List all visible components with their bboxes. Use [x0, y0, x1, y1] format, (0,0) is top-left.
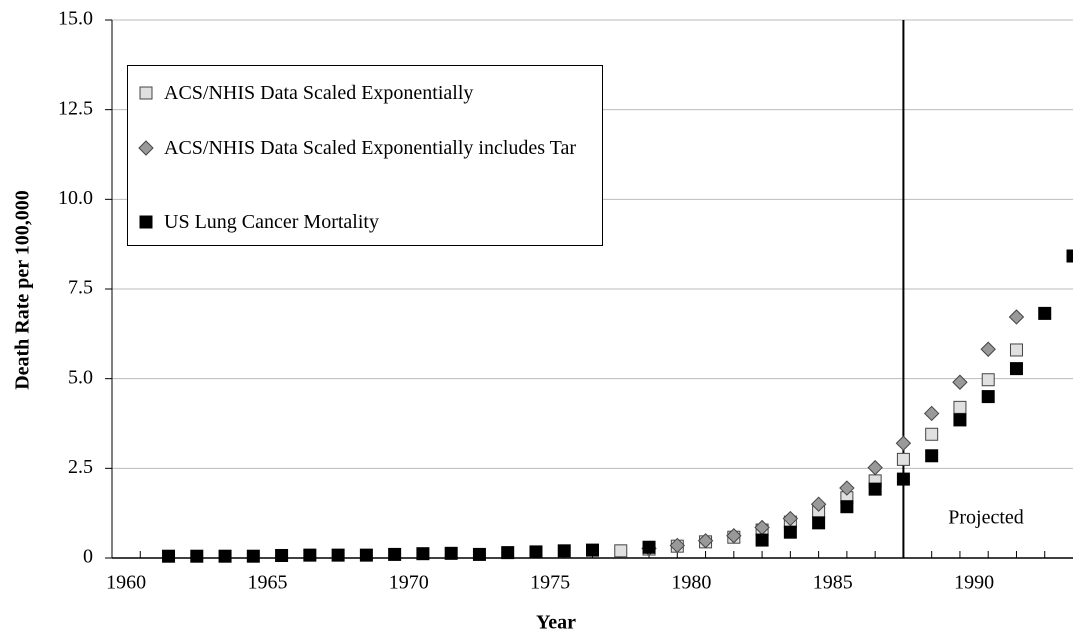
legend-entry: ACS/NHIS Data Scaled Exponentially inclu…	[128, 134, 596, 162]
y-tick-label: 15.0	[58, 8, 93, 30]
x-axis-label: Year	[536, 612, 576, 634]
square-marker	[501, 546, 515, 560]
diamond-marker	[726, 528, 742, 544]
legend-entry: ACS/NHIS Data Scaled Exponentially	[128, 79, 596, 107]
square-marker	[981, 390, 995, 404]
square-marker	[896, 452, 910, 466]
legend-entry: US Lung Cancer Mortality	[128, 208, 596, 236]
square-marker	[139, 215, 153, 229]
square-marker	[359, 548, 373, 562]
square-marker	[783, 525, 797, 539]
y-tick-label: 10.0	[58, 187, 93, 209]
square-marker	[1009, 343, 1023, 357]
legend-label: ACS/NHIS Data Scaled Exponentially inclu…	[164, 137, 577, 159]
square-marker	[953, 413, 967, 427]
legend: ACS/NHIS Data Scaled Exponentially ACS/NH…	[127, 65, 603, 246]
legend-marker	[139, 86, 153, 100]
y-axis-label: Death Rate per 100,000	[12, 190, 34, 390]
diamond-marker	[839, 480, 855, 496]
diamond-marker	[867, 459, 883, 476]
square-marker	[190, 549, 204, 563]
square-marker	[1066, 249, 1073, 263]
x-tick-label: 1970	[389, 572, 429, 594]
square-marker	[139, 86, 153, 100]
x-tick-label: 1985	[813, 572, 853, 594]
diamond-marker	[810, 496, 827, 512]
diamond-marker	[923, 405, 940, 422]
square-marker	[388, 547, 402, 561]
x-tick-label: 1960	[106, 572, 146, 594]
square-marker	[331, 548, 345, 562]
legend-label: US Lung Cancer Mortality	[164, 211, 379, 233]
y-tick-label: 5.0	[68, 366, 93, 388]
square-marker	[755, 533, 769, 547]
square-marker	[529, 545, 543, 559]
square-marker	[416, 547, 430, 561]
y-tick-label: 2.5	[68, 456, 93, 478]
square-marker	[840, 500, 854, 514]
square-marker	[812, 516, 826, 530]
x-tick-label: 1975	[530, 572, 570, 594]
square-marker	[218, 549, 232, 563]
square-marker	[868, 482, 882, 496]
square-marker	[1038, 306, 1052, 320]
square-marker	[246, 549, 260, 563]
square-marker	[444, 546, 458, 560]
square-marker	[642, 540, 656, 554]
diamond-marker	[138, 140, 154, 156]
square-marker	[925, 449, 939, 463]
square-marker	[472, 547, 486, 561]
square-marker	[557, 544, 571, 558]
square-marker	[586, 543, 599, 557]
y-tick-label: 7.5	[68, 277, 93, 299]
legend-marker	[139, 215, 153, 229]
square-marker	[614, 544, 628, 558]
x-tick-label: 1980	[671, 572, 711, 594]
square-marker	[1009, 362, 1023, 376]
diamond-marker	[697, 533, 714, 549]
diamond-marker	[895, 435, 912, 451]
square-marker	[953, 400, 967, 414]
square-marker	[896, 472, 910, 486]
y-tick-label: 12.5	[58, 97, 93, 119]
square-marker	[162, 549, 176, 563]
legend-marker	[138, 140, 154, 156]
diamond-marker	[952, 374, 968, 390]
diamond-marker	[782, 510, 799, 527]
y-tick-label: 0	[83, 546, 93, 568]
square-marker	[303, 548, 317, 562]
square-marker	[275, 548, 289, 562]
square-marker	[925, 427, 939, 441]
diamond-marker	[1008, 309, 1025, 325]
x-tick-label: 1965	[247, 572, 287, 594]
diamond-marker	[980, 341, 996, 357]
diamond-marker	[669, 537, 686, 554]
x-tick-label: 1990	[954, 572, 994, 594]
legend-label: ACS/NHIS Data Scaled Exponentially	[164, 82, 474, 104]
annotation: Projected	[948, 507, 1024, 529]
square-marker	[981, 373, 995, 387]
